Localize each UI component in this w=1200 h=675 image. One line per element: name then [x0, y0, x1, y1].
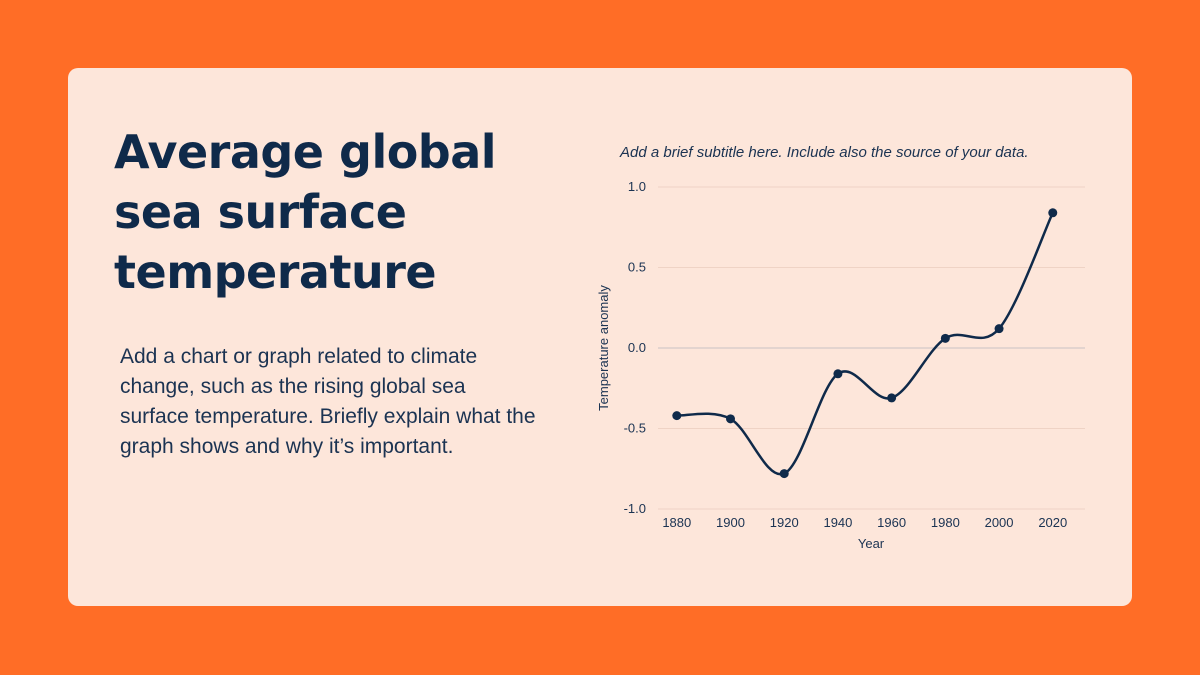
data-point — [887, 393, 897, 403]
y-tick-label: -1.0 — [624, 501, 646, 516]
data-point — [779, 469, 789, 479]
temperature-line-chart: 1.0 0.5 0.0 -0.5 -1.0 1880 1900 1920 1940 1960 19… — [596, 179, 1085, 551]
x-tick-label: 2020 — [1038, 515, 1067, 530]
y-tick-label: -0.5 — [624, 421, 646, 436]
data-point — [726, 414, 736, 424]
description-text: Add a chart or graph related to climate … — [120, 345, 536, 458]
y-tick-label: 0.5 — [628, 260, 646, 275]
content-card: Average global sea surface temperature A… — [68, 68, 1132, 606]
x-axis-label: Year — [858, 536, 885, 551]
y-tick-labels: 1.0 0.5 0.0 -0.5 -1.0 — [624, 179, 646, 516]
data-point — [1048, 208, 1058, 218]
y-tick-label: 0.0 — [628, 340, 646, 355]
y-tick-label: 1.0 — [628, 179, 646, 194]
series-line — [676, 212, 1054, 476]
x-tick-label: 1900 — [716, 515, 745, 530]
data-point — [672, 411, 682, 421]
data-point — [994, 324, 1004, 334]
y-axis-label: Temperature anomaly — [596, 285, 611, 411]
x-tick-label: 1880 — [662, 515, 691, 530]
x-tick-label: 2000 — [985, 515, 1014, 530]
x-tick-label: 1940 — [823, 515, 852, 530]
data-point — [833, 369, 843, 379]
data-point — [940, 333, 950, 343]
x-tick-label: 1980 — [931, 515, 960, 530]
data-points — [672, 208, 1058, 479]
x-tick-label: 1920 — [770, 515, 799, 530]
page-title: Average global sea surface temperature — [114, 125, 497, 299]
chart-subtitle: Add a brief subtitle here. Include also … — [620, 144, 1029, 161]
x-tick-label: 1960 — [877, 515, 906, 530]
grid-lines — [658, 186, 1085, 510]
x-tick-labels: 1880 1900 1920 1940 1960 1980 2000 2020 — [662, 515, 1067, 530]
